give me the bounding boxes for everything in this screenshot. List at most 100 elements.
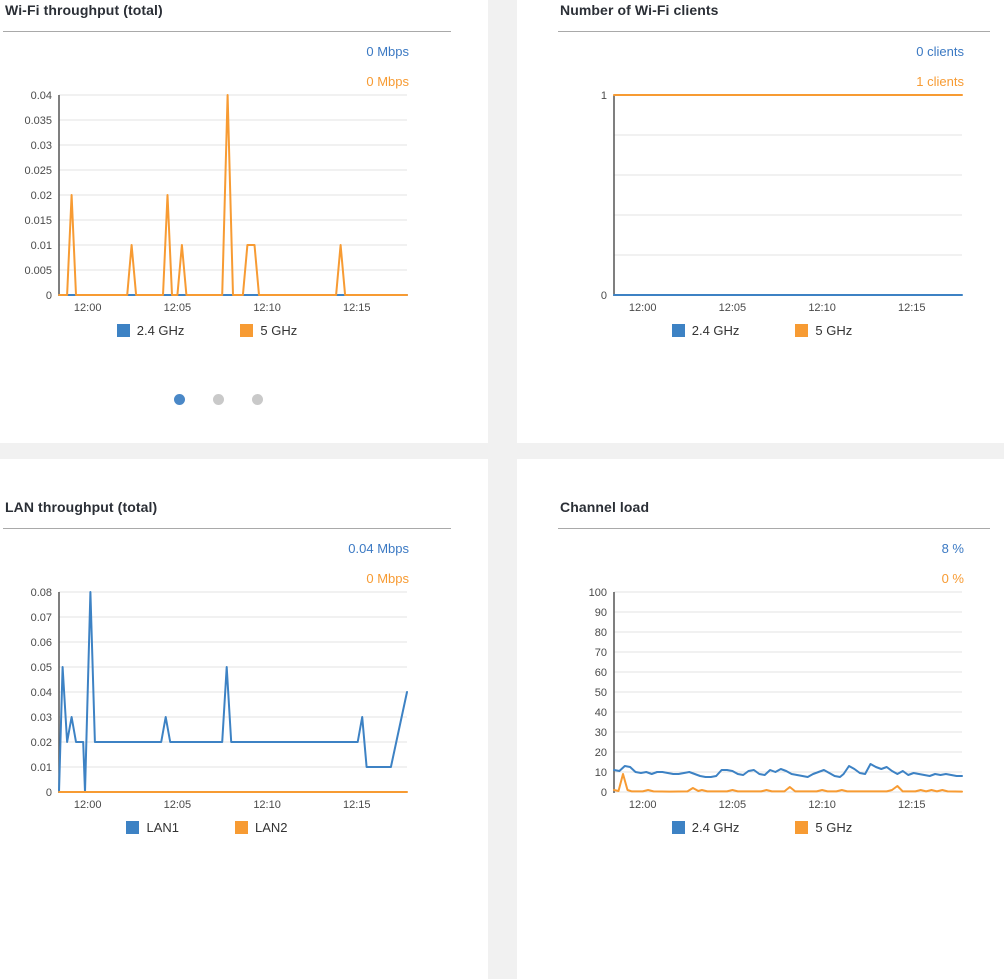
title-separator <box>3 528 451 529</box>
legend-label: 5 GHz <box>815 820 853 835</box>
current-value-blue: 8 % <box>941 541 964 556</box>
legend-swatch-blue <box>671 821 685 834</box>
svg-text:0.02: 0.02 <box>31 190 52 202</box>
legend-label: 2.4 GHz <box>691 323 740 338</box>
svg-text:70: 70 <box>595 647 607 659</box>
current-values: 0 clients 1 clients <box>558 44 966 89</box>
svg-text:1: 1 <box>601 90 607 102</box>
svg-text:0.005: 0.005 <box>24 265 52 277</box>
svg-text:12:05: 12:05 <box>164 302 192 314</box>
current-value-blue: 0 Mbps <box>366 44 409 59</box>
svg-text:10: 10 <box>595 767 607 779</box>
legend-swatch-orange <box>240 324 254 337</box>
carousel-dot[interactable] <box>251 394 263 405</box>
svg-text:12:10: 12:10 <box>253 799 281 811</box>
legend-label: 5 GHz <box>260 323 298 338</box>
svg-text:0.06: 0.06 <box>31 637 52 649</box>
panel-lan-throughput: LAN throughput (total) 0.04 Mbps 0 Mbps … <box>0 459 488 979</box>
svg-text:0: 0 <box>46 787 52 799</box>
legend-label: 2.4 GHz <box>691 820 740 835</box>
panel-title-wifi-throughput: Wi-Fi throughput (total) <box>5 2 163 18</box>
svg-text:12:15: 12:15 <box>898 302 926 314</box>
svg-text:12:10: 12:10 <box>808 799 836 811</box>
legend-item-5ghz[interactable]: 5 GHz <box>795 323 852 338</box>
svg-text:0.05: 0.05 <box>31 662 52 674</box>
svg-text:0.035: 0.035 <box>24 115 52 127</box>
svg-text:0.08: 0.08 <box>31 587 52 599</box>
legend-item-2-4ghz[interactable]: 2.4 GHz <box>116 323 185 338</box>
current-value-blue: 0.04 Mbps <box>348 541 409 556</box>
svg-text:0.04: 0.04 <box>31 90 52 102</box>
current-value-orange: 0 Mbps <box>366 571 409 586</box>
carousel-dots <box>25 394 411 405</box>
panel-wifi-throughput: Wi-Fi throughput (total) 0 Mbps 0 Mbps 0… <box>0 0 488 443</box>
svg-text:0.01: 0.01 <box>31 762 52 774</box>
current-values: 0 Mbps 0 Mbps <box>3 44 411 89</box>
svg-text:20: 20 <box>595 747 607 759</box>
wifi-clients-chart[interactable]: 0 1 12:00 12:05 12:10 12:15 <box>558 87 966 319</box>
svg-text:90: 90 <box>595 607 607 619</box>
legend-swatch-orange <box>795 324 809 337</box>
legend-label: LAN1 <box>146 820 179 835</box>
carousel-dot[interactable] <box>212 394 224 405</box>
current-value-orange: 1 clients <box>916 74 964 89</box>
current-values: 0.04 Mbps 0 Mbps <box>3 541 411 586</box>
current-value-blue: 0 clients <box>916 44 964 59</box>
panel-channel-load: Channel load 8 % 0 % 0 10 20 30 40 50 60 70 80 90… <box>517 459 1004 979</box>
channel-load-chart[interactable]: 0 10 20 30 40 50 60 70 80 90 100 12:00 12:05 12:10 12:… <box>558 584 966 816</box>
chart-legend: 2.4 GHz 5 GHz <box>558 323 966 338</box>
svg-text:12:05: 12:05 <box>164 799 192 811</box>
carousel-dot[interactable] <box>173 394 185 405</box>
svg-text:12:00: 12:00 <box>629 799 657 811</box>
svg-text:12:15: 12:15 <box>343 302 371 314</box>
svg-text:100: 100 <box>589 587 607 599</box>
svg-text:0.07: 0.07 <box>31 612 52 624</box>
legend-item-2-4ghz[interactable]: 2.4 GHz <box>671 323 740 338</box>
title-separator <box>558 31 990 32</box>
legend-item-2-4ghz[interactable]: 2.4 GHz <box>671 820 740 835</box>
svg-text:12:00: 12:00 <box>629 302 657 314</box>
legend-item-lan1[interactable]: LAN1 <box>126 820 179 835</box>
svg-text:50: 50 <box>595 687 607 699</box>
svg-text:12:05: 12:05 <box>719 799 747 811</box>
svg-text:12:05: 12:05 <box>719 302 747 314</box>
svg-text:0.03: 0.03 <box>31 712 52 724</box>
svg-text:0.04: 0.04 <box>31 687 52 699</box>
legend-swatch-blue <box>116 324 130 337</box>
svg-text:80: 80 <box>595 627 607 639</box>
svg-text:40: 40 <box>595 707 607 719</box>
chart-legend: LAN1 LAN2 <box>3 820 411 835</box>
svg-text:12:10: 12:10 <box>808 302 836 314</box>
panel-title-lan-throughput: LAN throughput (total) <box>5 499 158 515</box>
chart-legend: 2.4 GHz 5 GHz <box>558 820 966 835</box>
panel-wifi-clients: Number of Wi-Fi clients 0 clients 1 clie… <box>517 0 1004 443</box>
legend-label: 2.4 GHz <box>136 323 185 338</box>
legend-label: LAN2 <box>255 820 288 835</box>
svg-text:0.02: 0.02 <box>31 737 52 749</box>
current-value-orange: 0 % <box>941 571 964 586</box>
legend-item-lan2[interactable]: LAN2 <box>235 820 288 835</box>
svg-text:12:15: 12:15 <box>898 799 926 811</box>
legend-swatch-orange <box>235 821 248 834</box>
current-value-orange: 0 Mbps <box>366 74 409 89</box>
title-separator <box>3 31 451 32</box>
panel-title-wifi-clients: Number of Wi-Fi clients <box>560 2 719 18</box>
svg-text:30: 30 <box>595 727 607 739</box>
chart-legend: 2.4 GHz 5 GHz <box>3 323 411 338</box>
svg-text:0.01: 0.01 <box>31 240 52 252</box>
legend-swatch-blue <box>126 821 140 834</box>
legend-swatch-orange <box>795 821 809 834</box>
legend-item-5ghz[interactable]: 5 GHz <box>240 323 297 338</box>
wifi-throughput-chart[interactable]: 0 0.005 0.01 0.015 0.02 0.025 0.03 0.035 0.04 12:… <box>3 87 411 319</box>
legend-item-5ghz[interactable]: 5 GHz <box>795 820 852 835</box>
svg-text:12:00: 12:00 <box>74 302 102 314</box>
current-values: 8 % 0 % <box>558 541 966 586</box>
panel-title-channel-load: Channel load <box>560 499 650 515</box>
svg-text:60: 60 <box>595 667 607 679</box>
svg-text:0: 0 <box>601 290 607 302</box>
svg-text:12:15: 12:15 <box>343 799 371 811</box>
svg-text:0: 0 <box>46 290 52 302</box>
lan-throughput-chart[interactable]: 0 0.01 0.02 0.03 0.04 0.05 0.06 0.07 0.08 12:00 12… <box>3 584 411 816</box>
svg-text:0.015: 0.015 <box>24 215 52 227</box>
